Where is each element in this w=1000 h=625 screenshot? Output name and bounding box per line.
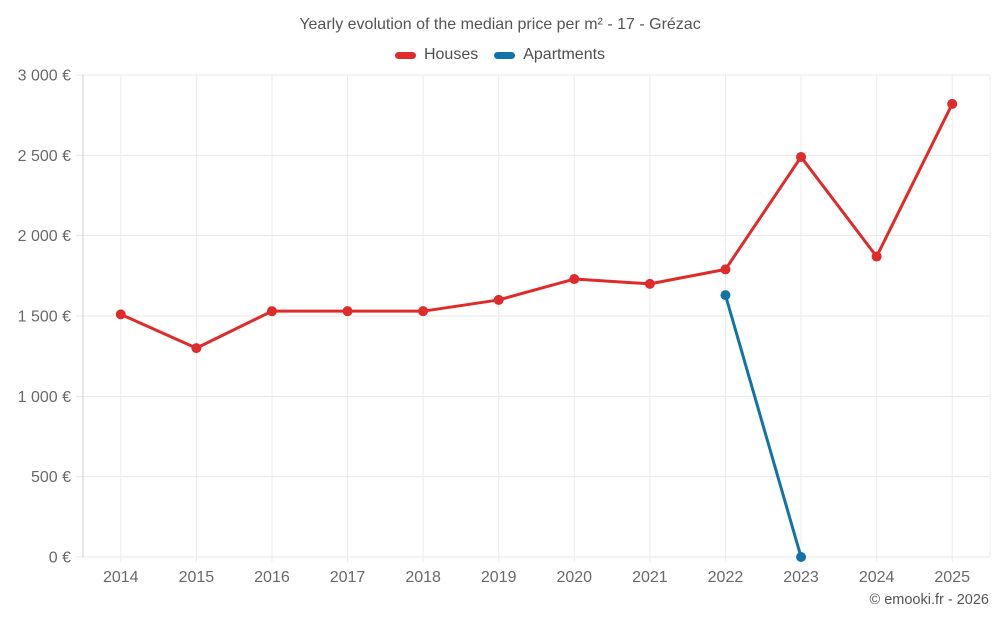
data-point-houses[interactable] bbox=[720, 264, 731, 275]
data-point-apartments[interactable] bbox=[720, 290, 731, 301]
x-axis-tick-label: 2017 bbox=[330, 569, 366, 586]
y-axis-tick-label: 2 000 € bbox=[18, 228, 71, 245]
x-axis-tick-label: 2020 bbox=[556, 569, 592, 586]
x-axis-tick-label: 2025 bbox=[934, 569, 970, 586]
legend-item-apartments[interactable]: Apartments bbox=[494, 46, 605, 64]
legend-item-houses[interactable]: Houses bbox=[394, 46, 479, 64]
y-axis-tick-label: 500 € bbox=[31, 469, 71, 486]
y-axis-tick-label: 0 € bbox=[49, 550, 71, 567]
x-axis-tick-label: 2015 bbox=[179, 569, 215, 586]
y-axis-tick-label: 3 000 € bbox=[18, 68, 71, 85]
data-point-houses[interactable] bbox=[947, 98, 958, 109]
legend-label-houses: Houses bbox=[423, 46, 479, 63]
y-axis-tick-label: 1 000 € bbox=[18, 389, 71, 406]
data-point-houses[interactable] bbox=[342, 306, 353, 317]
chart-title: Yearly evolution of the median price per… bbox=[299, 16, 701, 33]
data-point-houses[interactable] bbox=[493, 294, 504, 305]
x-axis-tick-label: 2021 bbox=[632, 569, 668, 586]
x-axis-tick-label: 2018 bbox=[405, 569, 441, 586]
data-point-houses[interactable] bbox=[796, 151, 807, 162]
x-axis-tick-label: 2023 bbox=[783, 569, 819, 586]
x-axis-tick-label: 2022 bbox=[708, 569, 744, 586]
data-point-houses[interactable] bbox=[871, 251, 882, 262]
legend: Houses Apartments bbox=[0, 46, 1000, 64]
credit-text: © emooki.fr - 2026 bbox=[869, 592, 989, 608]
apartments-series-swatch-icon bbox=[494, 51, 516, 59]
data-point-apartments[interactable] bbox=[796, 552, 807, 562]
x-axis-tick-label: 2024 bbox=[859, 569, 895, 586]
series-line-houses bbox=[119, 102, 954, 350]
y-axis-tick-label: 1 500 € bbox=[18, 309, 71, 326]
x-axis-tick-label: 2019 bbox=[481, 569, 517, 586]
data-point-houses[interactable] bbox=[569, 274, 580, 285]
series-line-apartments bbox=[723, 293, 803, 559]
y-axis-tick-label: 2 500 € bbox=[18, 148, 71, 165]
data-point-houses[interactable] bbox=[418, 306, 429, 317]
x-axis-tick-label: 2016 bbox=[254, 569, 290, 586]
x-axis-tick-label: 2014 bbox=[103, 569, 139, 586]
data-point-houses[interactable] bbox=[191, 343, 202, 354]
data-point-houses[interactable] bbox=[115, 309, 126, 320]
legend-label-apartments: Apartments bbox=[523, 46, 606, 63]
data-point-houses[interactable] bbox=[266, 306, 277, 317]
houses-series-swatch-icon bbox=[394, 51, 416, 59]
data-point-houses[interactable] bbox=[644, 278, 655, 289]
